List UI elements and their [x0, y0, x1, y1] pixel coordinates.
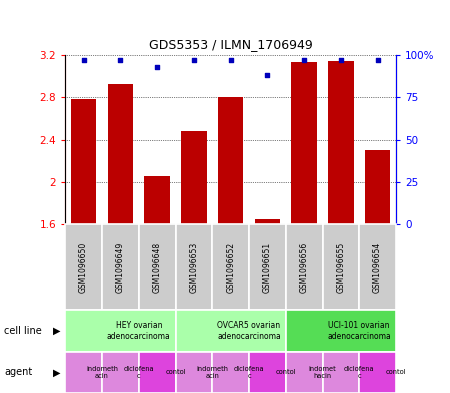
Bar	[323, 224, 359, 310]
Point	[153, 64, 161, 70]
Bar	[286, 310, 396, 352]
Text: GSM1096656: GSM1096656	[300, 242, 309, 293]
Title: GDS5353 / ILMN_1706949: GDS5353 / ILMN_1706949	[149, 38, 312, 51]
Bar	[181, 131, 207, 224]
Text: diclofena
c: diclofena c	[344, 366, 374, 379]
Bar	[286, 352, 323, 393]
Point	[338, 57, 345, 63]
Point	[117, 57, 124, 63]
Bar	[139, 352, 176, 393]
Text: GSM1096650: GSM1096650	[79, 242, 88, 293]
Point	[374, 57, 381, 63]
Text: GSM1096651: GSM1096651	[263, 242, 272, 293]
Bar	[102, 352, 139, 393]
Bar	[108, 84, 133, 224]
Point	[190, 57, 198, 63]
Bar	[65, 224, 102, 310]
Bar	[176, 224, 212, 310]
Bar	[212, 352, 249, 393]
Bar	[65, 310, 176, 352]
Text: contol: contol	[386, 369, 406, 375]
Point	[227, 57, 234, 63]
Text: contol: contol	[275, 369, 296, 375]
Text: indomet
hacin: indomet hacin	[309, 366, 337, 379]
Bar	[218, 97, 243, 224]
Text: OVCAR5 ovarian
adenocarcinoma: OVCAR5 ovarian adenocarcinoma	[217, 321, 281, 341]
Point	[301, 57, 308, 63]
Text: GSM1096648: GSM1096648	[153, 242, 162, 293]
Text: GSM1096649: GSM1096649	[116, 242, 125, 293]
Text: contol: contol	[165, 369, 186, 375]
Text: ▶: ▶	[53, 326, 60, 336]
Text: agent: agent	[4, 367, 33, 377]
Bar	[102, 224, 139, 310]
Bar	[249, 352, 286, 393]
Bar	[286, 224, 323, 310]
Bar	[176, 310, 286, 352]
Text: HEY ovarian
adenocarcinoma: HEY ovarian adenocarcinoma	[107, 321, 171, 341]
Bar	[359, 224, 396, 310]
Text: GSM1096654: GSM1096654	[373, 242, 382, 293]
Point	[264, 72, 271, 79]
Bar	[176, 352, 212, 393]
Text: ▶: ▶	[53, 367, 60, 377]
Text: diclofena
c: diclofena c	[234, 366, 264, 379]
Bar	[359, 352, 396, 393]
Text: diclofena
c: diclofena c	[123, 366, 154, 379]
Text: GSM1096652: GSM1096652	[226, 242, 235, 293]
Text: GSM1096655: GSM1096655	[337, 242, 346, 293]
Bar	[144, 176, 170, 224]
Bar	[255, 219, 280, 224]
Bar	[71, 99, 96, 224]
Bar	[291, 62, 317, 224]
Bar	[249, 224, 286, 310]
Text: cell line: cell line	[4, 326, 42, 336]
Text: GSM1096653: GSM1096653	[189, 242, 198, 293]
Text: indometh
acin: indometh acin	[86, 366, 118, 379]
Bar	[139, 224, 176, 310]
Bar	[328, 61, 354, 224]
Point	[80, 57, 87, 63]
Text: indometh
acin: indometh acin	[196, 366, 228, 379]
Bar	[365, 150, 391, 224]
Bar	[323, 352, 359, 393]
Bar	[65, 352, 102, 393]
Text: UCI-101 ovarian
adenocarcinoma: UCI-101 ovarian adenocarcinoma	[328, 321, 391, 341]
Bar	[212, 224, 249, 310]
